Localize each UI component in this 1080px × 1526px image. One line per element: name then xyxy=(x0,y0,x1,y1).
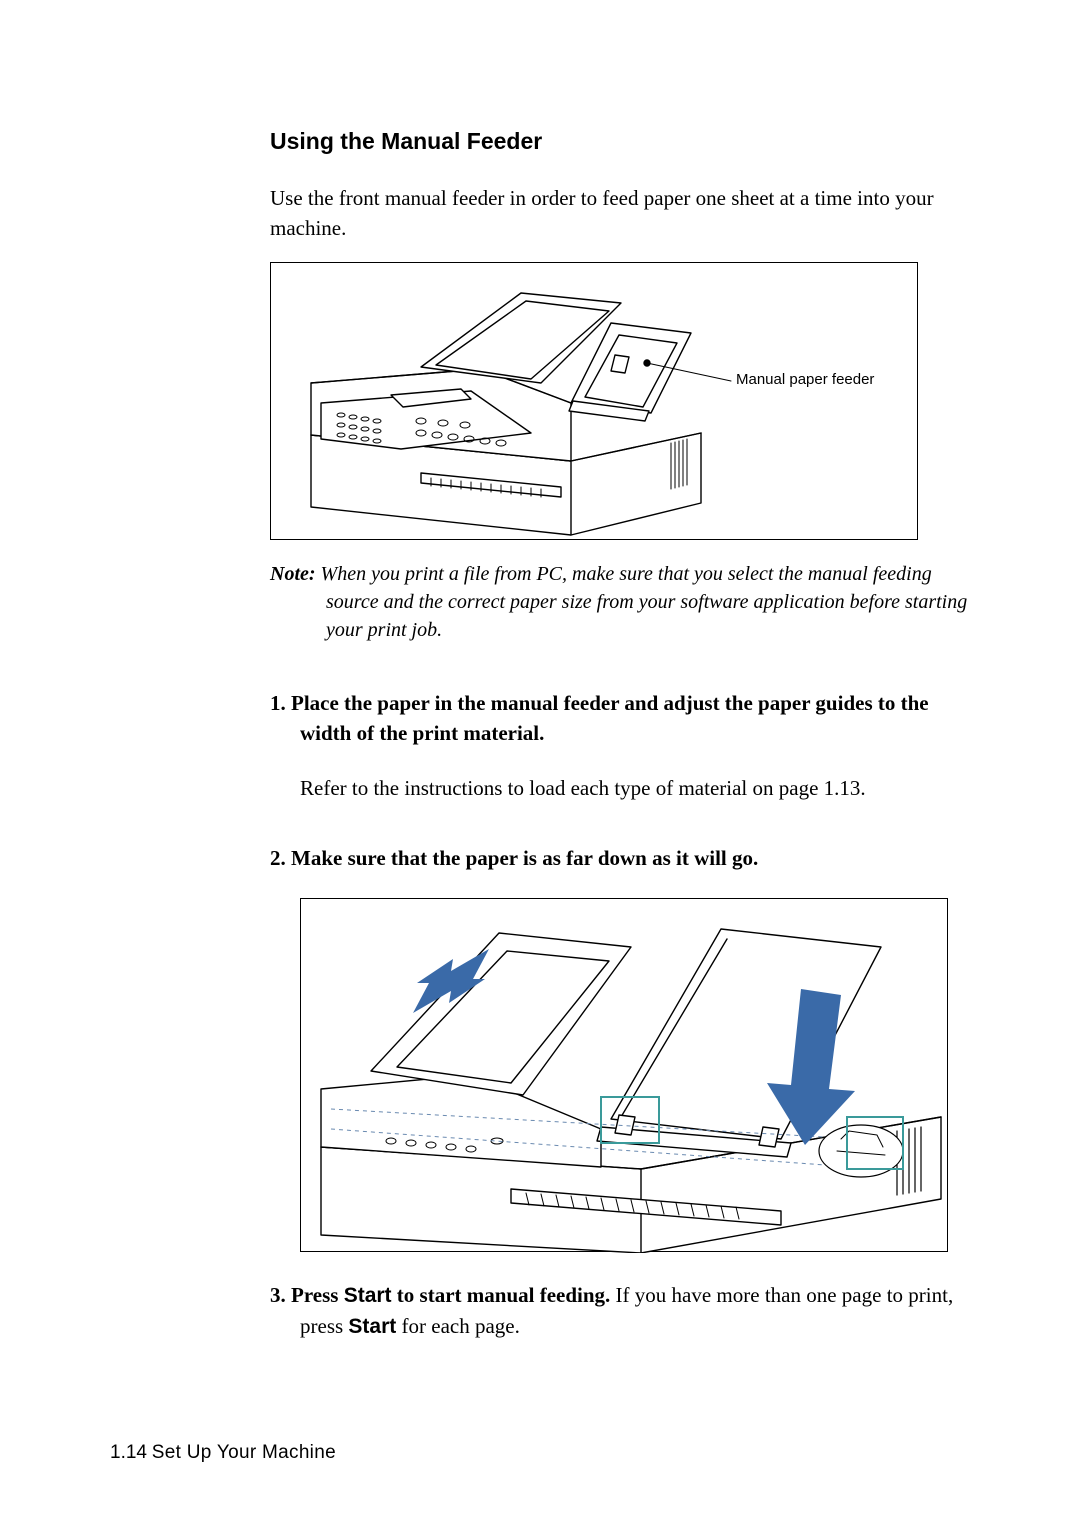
feed-paper-svg xyxy=(301,899,949,1253)
page-number: 1.14 xyxy=(110,1442,147,1463)
printer-overview-svg xyxy=(271,263,919,541)
step-3-lead: Press xyxy=(291,1283,344,1307)
step-1-body: Refer to the instructions to load each t… xyxy=(270,773,970,803)
callout-manual-feeder: Manual paper feeder xyxy=(736,371,874,388)
step-3-start2: Start xyxy=(348,1315,396,1338)
note-label: Note: xyxy=(270,563,316,585)
footer-title: Set Up Your Machine xyxy=(152,1442,336,1463)
step-1-bold: Place the paper in the manual feeder and… xyxy=(291,691,929,745)
step-2: 2. Make sure that the paper is as far do… xyxy=(270,843,970,873)
step-3-start1: Start xyxy=(344,1284,392,1307)
figure-printer-overview: Manual paper feeder xyxy=(270,262,918,540)
intro-paragraph: Use the front manual feeder in order to … xyxy=(270,183,970,244)
note-body: When you print a file from PC, make sure… xyxy=(321,563,968,641)
step-3-tail2: for each page. xyxy=(396,1314,520,1338)
step-3-mid: to start manual feeding. xyxy=(392,1283,611,1307)
step-3: 3. Press Start to start manual feeding. … xyxy=(270,1280,970,1343)
step-3-number: 3. xyxy=(270,1283,286,1307)
step-2-bold: Make sure that the paper is as far down … xyxy=(291,846,758,870)
step-1-number: 1. xyxy=(270,691,286,715)
step-1: 1. Place the paper in the manual feeder … xyxy=(270,688,970,749)
note-paragraph: Note: When you print a file from PC, mak… xyxy=(270,560,970,644)
page-footer: 1.14 Set Up Your Machine xyxy=(110,1442,336,1464)
section-title: Using the Manual Feeder xyxy=(270,128,970,155)
step-2-number: 2. xyxy=(270,846,286,870)
figure-feed-paper xyxy=(300,898,948,1252)
